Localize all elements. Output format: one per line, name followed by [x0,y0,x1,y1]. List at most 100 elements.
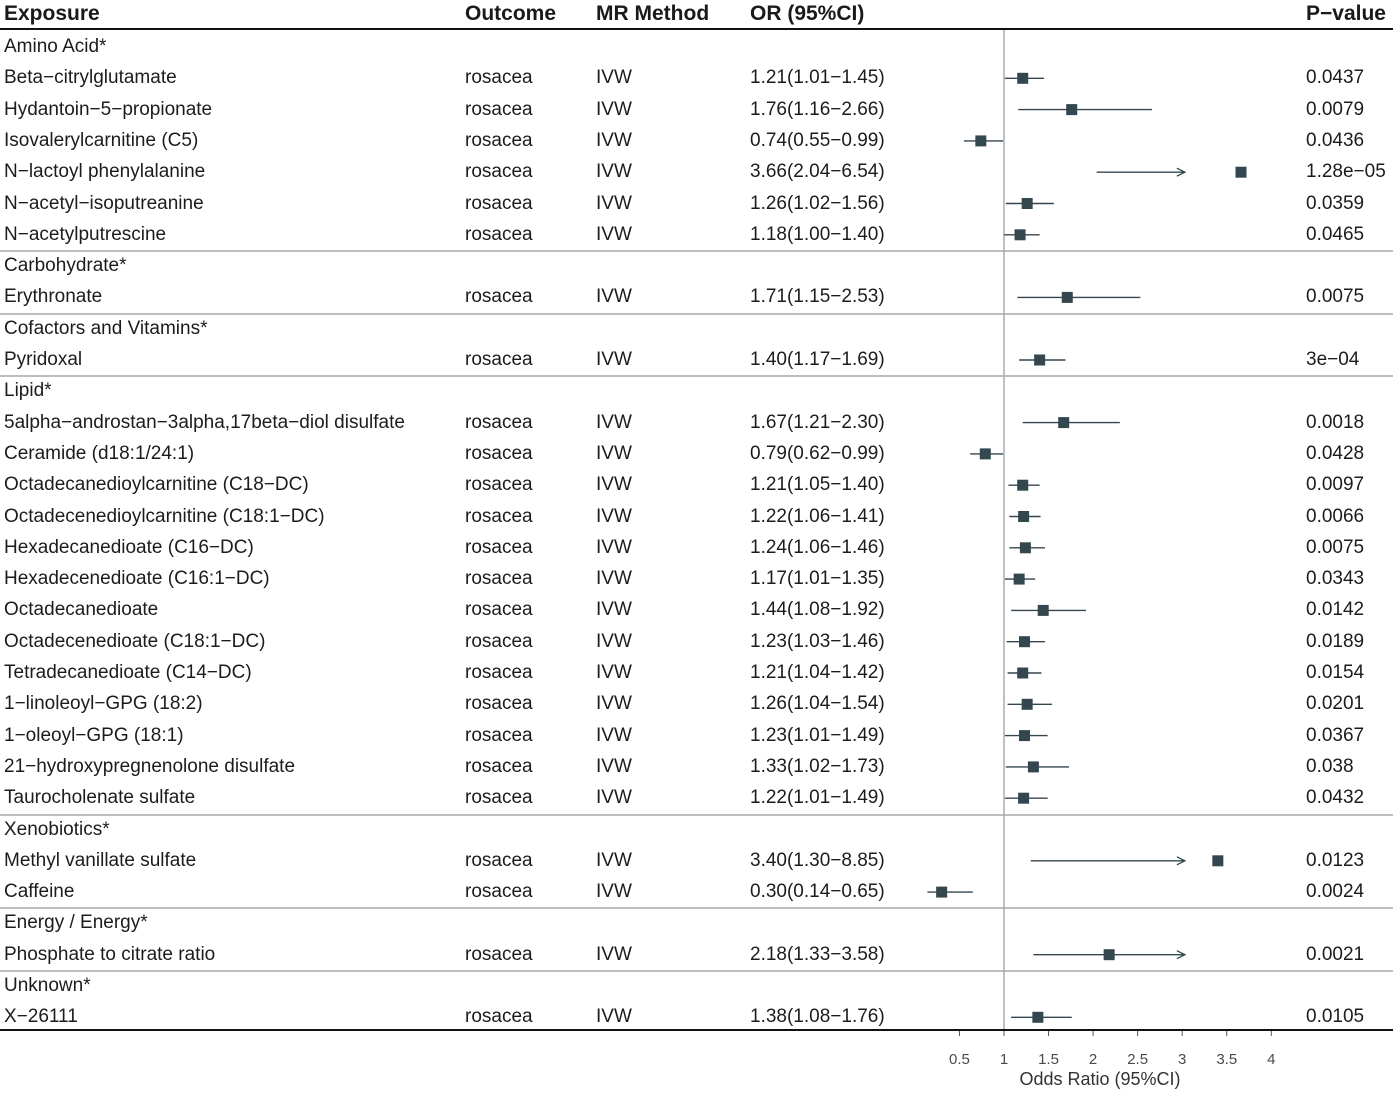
exposure-cell: N−acetylputrescine [4,223,167,245]
p-value-cell: 0.038 [1306,755,1354,777]
mr-method-cell: IVW [596,474,632,496]
group-header-row: Amino Acid* [0,32,1393,63]
mr-method-cell: IVW [596,849,632,871]
or-ci-cell: 1.17(1.01−1.35) [750,568,885,590]
mr-method-cell: IVW [596,881,632,903]
mr-method-cell: IVW [596,67,632,89]
table-row: 5alpha−androstan−3alpha,17beta−diol disu… [0,408,1393,439]
p-value-cell: 0.0105 [1306,1006,1365,1028]
group-label: Xenobiotics* [4,818,110,840]
p-value-cell: 0.0079 [1306,98,1365,120]
or-ci-cell: 1.76(1.16−2.66) [750,98,885,120]
exposure-cell: Pyridoxal [4,349,83,370]
x-tick-label: 0.5 [949,1051,970,1068]
group-separator [0,375,1393,378]
or-point-marker [1018,511,1030,522]
group-label: Cofactors and Vitamins* [4,317,208,339]
bottom-rule [0,1029,1393,1031]
exposure-cell: 1−oleoyl−GPG (18:1) [4,724,184,746]
or-point-marker [1017,72,1029,84]
table-row: Octadecanedioate rosacea IVW 1.44(1.08−1.92… [0,595,1393,626]
exposure-cell: X−26111 [4,1006,78,1028]
table-row: 1−linoleoyl−GPG (18:2) rosacea IVW 1.26(1.0… [0,689,1393,720]
exposure-cell: 1−linoleoyl−GPG (18:2) [4,693,203,715]
header-outcome: Outcome [465,2,557,25]
outcome-cell: rosacea [465,536,533,558]
x-axis-title: Odds Ratio (95%CI) [1019,1069,1180,1089]
p-value-cell: 0.0154 [1306,662,1365,683]
p-value-cell: 0.0465 [1306,223,1365,245]
p-value-cell: 1.28e−05 [1306,161,1386,183]
table-row: Taurocholenate sulfate rosacea IVW 1.22(1.0… [0,783,1393,814]
exposure-cell: Octadecenedioate (C18:1−DC) [4,630,266,652]
mr-method-cell: IVW [596,286,632,308]
p-value-cell: 0.0142 [1306,599,1365,621]
p-value-cell: 0.0123 [1306,849,1365,871]
outcome-cell: rosacea [465,568,533,590]
p-value-cell: 0.0018 [1306,411,1365,433]
mr-method-cell: IVW [596,1006,632,1028]
or-point-marker [1103,949,1115,961]
p-value-cell: 0.0367 [1306,724,1365,746]
table-row: Hydantoin−5−propionate rosacea IVW 1.76(1.1… [0,95,1393,126]
or-ci-cell: 1.33(1.02−1.73) [750,755,885,777]
mr-method-cell: IVW [596,599,632,621]
or-point-marker [1027,761,1039,773]
mr-method-cell: IVW [596,662,632,683]
group-header-row: Xenobiotics* [0,815,1393,846]
outcome-cell: rosacea [465,129,533,151]
outcome-cell: rosacea [465,1006,533,1028]
outcome-cell: rosacea [465,161,533,183]
x-tick-label: 1.5 [1038,1051,1059,1068]
exposure-cell: Tetradecanedioate (C14−DC) [4,662,252,683]
or-ci-cell: 1.38(1.08−1.76) [750,1006,885,1028]
header-p-value: P−value [1306,2,1386,25]
mr-method-cell: IVW [596,630,632,652]
mr-method-cell: IVW [596,411,632,433]
or-ci-cell: 1.21(1.01−1.45) [750,67,885,89]
group-separator [0,907,1393,910]
mr-method-cell: IVW [596,98,632,120]
mr-method-cell: IVW [596,693,632,715]
exposure-cell: Hydantoin−5−propionate [4,98,213,120]
p-value-cell: 0.0359 [1306,192,1365,214]
p-value-cell: 0.0201 [1306,693,1365,715]
outcome-cell: rosacea [465,724,533,746]
outcome-cell: rosacea [465,442,533,464]
or-point-marker [1017,667,1029,679]
outcome-cell: rosacea [465,411,533,433]
mr-method-cell: IVW [596,943,632,965]
x-tick-label: 1 [1000,1051,1008,1068]
p-value-cell: 0.0189 [1306,630,1365,652]
mr-method-cell: IVW [596,442,632,464]
x-tick-label: 4 [1267,1051,1275,1068]
table-row: 1−oleoyl−GPG (18:1) rosacea IVW 1.23(1.01−1… [0,721,1393,752]
exposure-cell: 21−hydroxypregnenolone disulfate [4,755,296,777]
exposure-cell: Taurocholenate sulfate [4,787,196,809]
mr-method-cell: IVW [596,192,632,214]
or-ci-cell: 2.18(1.33−3.58) [750,943,885,965]
x-tick-label: 3 [1178,1051,1186,1068]
outcome-cell: rosacea [465,630,533,652]
or-point-marker [1018,636,1030,648]
x-tick-label: 3.5 [1216,1051,1237,1068]
table-row: N−acetyl−isoputreanine rosacea IVW 1.26(1.0… [0,189,1393,220]
mr-method-cell: IVW [596,505,632,527]
p-value-cell: 0.0075 [1306,286,1365,308]
outcome-cell: rosacea [465,505,533,527]
or-point-marker [1019,542,1031,554]
exposure-cell: Hexadecenedioate (C16:1−DC) [4,568,270,590]
table-row: Ceramide (d18:1/24:1) rosacea IVW 0.79(0.62… [0,439,1393,470]
or-ci-cell: 1.24(1.06−1.46) [750,536,885,558]
or-point-marker [1058,417,1070,429]
group-header-row: Lipid* [0,376,1393,407]
group-label: Lipid* [4,380,52,402]
outcome-cell: rosacea [465,849,533,871]
table-row: Hexadecanedioate (C16−DC) rosacea IVW 1.24(… [0,533,1393,564]
p-value-cell: 0.0024 [1306,881,1365,903]
mr-method-cell: IVW [596,787,632,809]
exposure-cell: 5alpha−androstan−3alpha,17beta−diol disu… [4,411,405,433]
outcome-cell: rosacea [465,787,533,809]
exposure-cell: Methyl vanillate sulfate [4,849,197,871]
